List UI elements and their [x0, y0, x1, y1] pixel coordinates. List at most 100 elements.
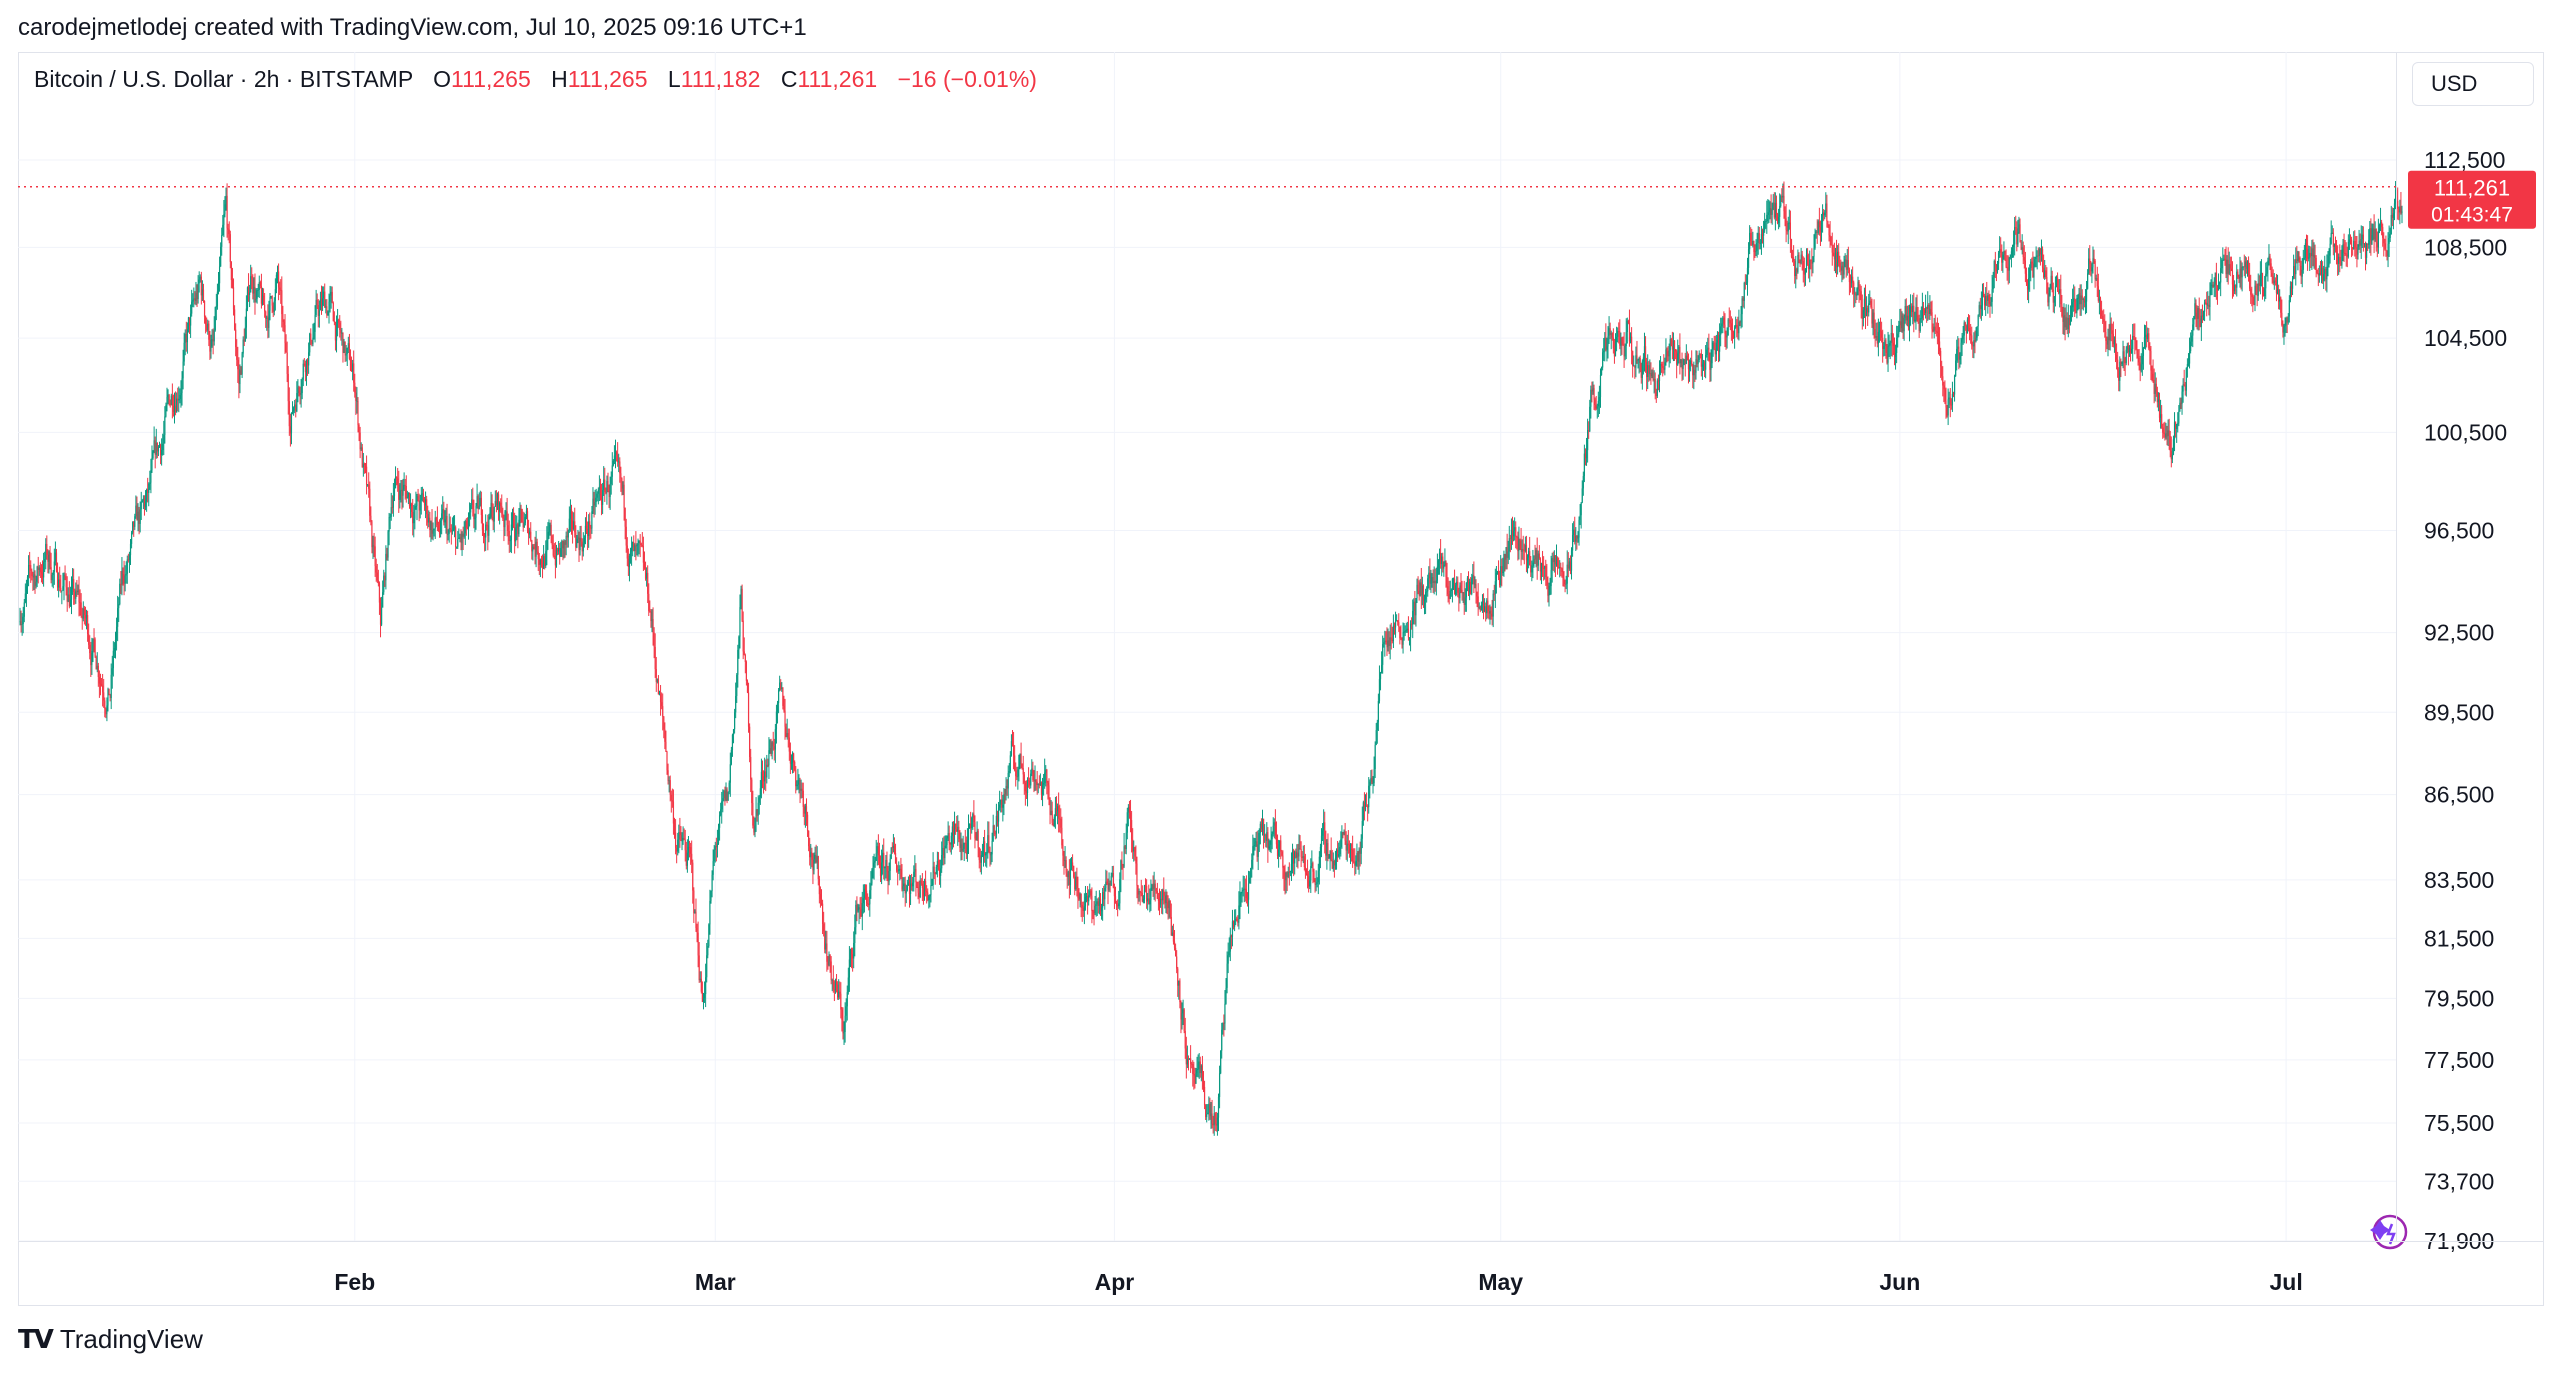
candle [83, 605, 85, 625]
candle [1139, 890, 1141, 906]
candle-body [1445, 560, 1447, 577]
candle-body [344, 341, 346, 356]
candle [1379, 671, 1382, 691]
candle-body [333, 321, 335, 323]
candle-body [358, 425, 360, 433]
candle-body [507, 525, 509, 531]
candle [105, 707, 107, 719]
candle [1226, 951, 1228, 994]
candle-body [1451, 578, 1454, 590]
candle [1648, 361, 1650, 382]
candle [941, 841, 943, 873]
candle [1127, 804, 1129, 827]
candle [300, 379, 302, 408]
candle-body [1698, 353, 1700, 360]
candle [1223, 1014, 1225, 1037]
candle-body [1229, 935, 1231, 952]
candle [1690, 357, 1692, 372]
candle [1532, 549, 1534, 579]
candle-body [1501, 566, 1503, 574]
candle-body [141, 500, 143, 503]
candle-body [1388, 640, 1390, 647]
candle-body [796, 784, 798, 787]
candle [806, 811, 809, 837]
candle-body [630, 547, 633, 552]
candle [1446, 562, 1448, 597]
candle-body [346, 348, 348, 354]
candle [875, 839, 877, 862]
candle-body [1071, 862, 1074, 866]
candle-body [824, 931, 826, 950]
candle [1150, 879, 1152, 911]
candle [1524, 536, 1526, 553]
candle [1502, 557, 1504, 576]
candle [1547, 576, 1549, 603]
candle-body [1227, 955, 1229, 964]
candle [663, 716, 665, 739]
candle [446, 503, 448, 544]
candle [269, 293, 271, 321]
candle [1018, 754, 1020, 782]
candle [888, 862, 890, 886]
candle [967, 814, 970, 854]
candle-body [1225, 987, 1227, 1004]
candle [1038, 775, 1040, 789]
candle-body [708, 924, 710, 947]
candle [565, 531, 567, 556]
candle [1486, 598, 1488, 620]
candle-body [935, 866, 937, 874]
candle [58, 572, 60, 598]
candle [580, 525, 582, 547]
candle-body [300, 393, 302, 395]
candle-body [30, 565, 32, 571]
candle [178, 386, 180, 413]
candle [766, 754, 768, 784]
candle [173, 392, 176, 424]
candle-body [589, 521, 591, 528]
candle-body [1177, 968, 1179, 986]
candle-body [60, 587, 62, 591]
candle [791, 751, 794, 774]
candle [1006, 779, 1008, 796]
candle [913, 865, 915, 892]
candle-body [1238, 905, 1240, 923]
candle [1381, 651, 1383, 674]
candle-body [1417, 584, 1419, 592]
candle [1676, 349, 1678, 379]
candle-body [985, 853, 987, 856]
candle-body [1740, 314, 1742, 323]
candle [1477, 583, 1479, 616]
candle [161, 438, 163, 466]
candle [1354, 848, 1356, 876]
candle-body [1079, 893, 1081, 900]
candle-body [1624, 346, 1626, 357]
candle [63, 572, 65, 601]
candle-body [288, 401, 290, 427]
candle [1521, 539, 1523, 560]
candle [1779, 193, 1781, 228]
candle [245, 295, 247, 339]
candle-body [700, 978, 702, 992]
candle [41, 560, 44, 585]
candle-body [1033, 780, 1035, 782]
candle [91, 637, 93, 675]
candle-body [1323, 822, 1325, 831]
candle-body [1339, 846, 1341, 855]
candle-body [1736, 324, 1738, 328]
candle-body [1680, 359, 1682, 364]
candle-body [938, 868, 941, 876]
candle [478, 492, 480, 510]
candle-body [987, 835, 989, 852]
candle [372, 535, 374, 560]
candle-body [973, 813, 975, 823]
candle-body [48, 551, 50, 562]
candle [369, 481, 371, 523]
candle [82, 601, 84, 622]
candle [569, 499, 572, 532]
candle [180, 380, 182, 408]
candle-body [112, 650, 114, 669]
candle [1019, 753, 1021, 770]
candle-body [522, 521, 524, 528]
candle-body [856, 904, 858, 911]
